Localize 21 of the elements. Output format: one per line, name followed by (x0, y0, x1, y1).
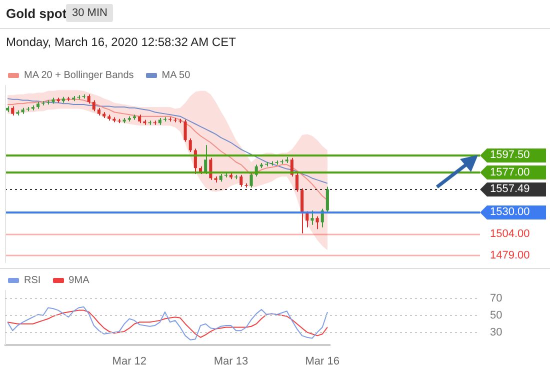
x-tick-label: Mar 12 (112, 356, 147, 365)
x-tick-label: Mar 13 (214, 356, 248, 365)
chart-subtitle: Monday, March 16, 2020 12:58:32 AM CET (6, 35, 236, 49)
y-tick-label: 1504.00 (490, 228, 530, 240)
legend-label: RSI (23, 275, 41, 286)
chart-title: Gold spot (6, 6, 67, 21)
candlestick (118, 118, 121, 124)
legend-label: MA 20 + Bollinger Bands (23, 70, 134, 81)
candlestick (214, 176, 218, 183)
legend-label: 9MA (68, 275, 90, 286)
legend-label: MA 50 (160, 70, 190, 81)
y-tick-label: 1597.50 (490, 148, 530, 161)
y-tick-label: 1530.00 (490, 206, 530, 218)
x-tick-label: Mar 16 (305, 356, 340, 365)
y-tick-label: 70 (490, 292, 502, 304)
y-tick-label: 1577.00 (490, 166, 530, 178)
text: 30 MIN (66, 4, 114, 22)
y-tick-label: 50 (490, 309, 502, 322)
y-tick-label: 1557.49 (490, 182, 530, 195)
y-tick-label: 1479.00 (490, 249, 530, 262)
y-tick-label: 30 (490, 326, 502, 338)
